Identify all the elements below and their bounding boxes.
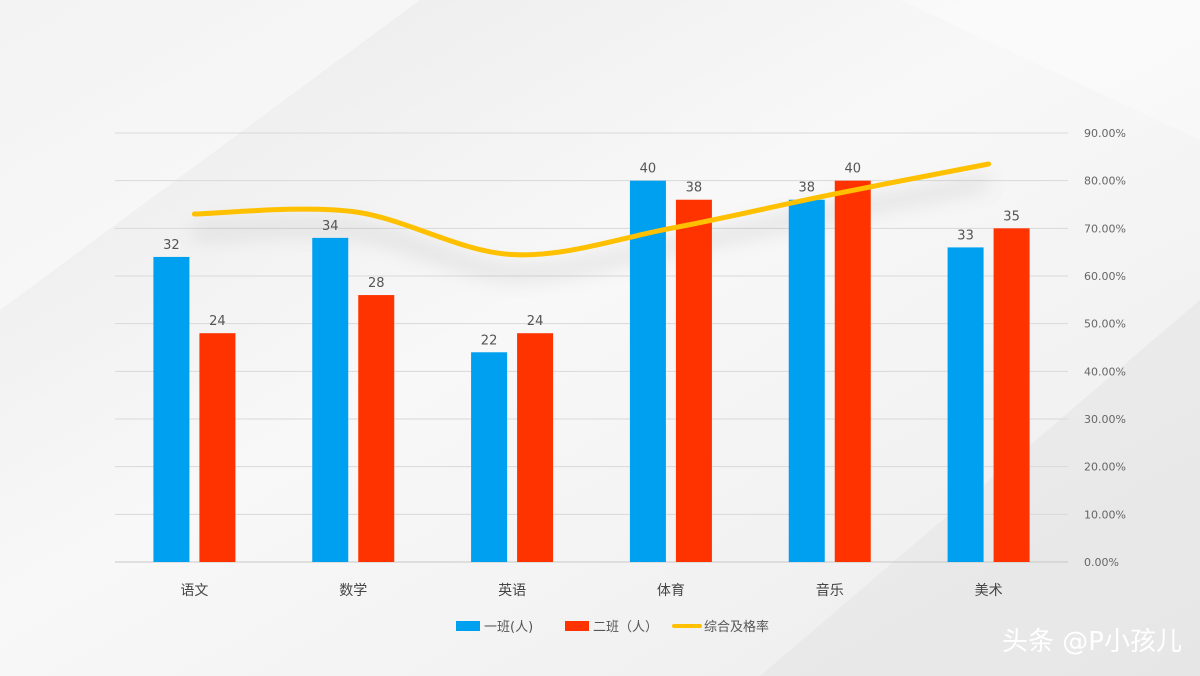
bar-data-label: 38 [798,181,815,196]
bar [517,333,554,562]
bar-data-label: 40 [640,162,657,177]
bar-data-label: 32 [163,238,180,253]
right-axis-tick-label: 10.00% [1084,508,1126,521]
bar-data-label: 28 [368,276,385,291]
bar [153,256,190,562]
right-axis-tick-label: 90.00% [1084,127,1126,140]
right-axis-tick-label: 40.00% [1084,365,1126,378]
legend-label: 二班（人） [593,620,658,635]
gridlines [115,132,1068,563]
category-labels: 语文 数学 英语 体育 音乐 美术 [180,582,1002,599]
legend-label: 综合及格率 [704,619,769,635]
right-axis-tick-label: 0.00% [1084,556,1119,569]
bar-data-label: 34 [322,219,339,234]
bar-data-label: 24 [209,314,226,329]
bar [788,199,825,562]
right-axis-tick-label: 60.00% [1084,270,1126,283]
bar [947,247,984,562]
bar [993,228,1030,563]
legend-label: 一班(人) [484,620,533,635]
legend-swatch [456,621,480,631]
bar [834,180,871,562]
right-axis-tick-label: 30.00% [1084,413,1126,426]
bar-data-label: 33 [957,228,974,243]
bar-data-label: 40 [844,162,861,177]
right-axis-tick-label: 20.00% [1084,461,1126,474]
bar [675,199,712,562]
category-label: 数学 [339,583,367,599]
bar-data-label: 35 [1003,209,1020,224]
right-axis-tick-label: 50.00% [1084,318,1126,331]
bar [629,180,666,562]
data-labels: 32 24 34 28 22 24 40 38 38 40 33 35 [163,162,1020,349]
bars [153,180,1030,563]
legend-swatch [565,621,589,631]
bar-data-label: 24 [527,314,544,329]
category-label: 音乐 [816,582,844,599]
right-axis-ticks: 0.00% 10.00% 20.00% 30.00% 40.00% 50.00% 60.00… [1084,127,1126,569]
legend: 一班(人) 二班（人） 综合及格率 [456,619,769,635]
category-label: 英语 [498,582,526,599]
category-label: 语文 [180,583,208,599]
bar [471,352,508,562]
watermark: 头条 @P小孩儿 [1002,627,1182,657]
category-label: 美术 [975,583,1003,599]
bar [312,237,349,562]
bar [199,333,236,562]
rate-line-layer [191,161,992,258]
bar [358,295,395,562]
bar-data-label: 38 [686,181,703,196]
right-axis-tick-label: 70.00% [1084,222,1126,235]
category-label: 体育 [657,583,685,599]
bar-data-label: 22 [481,333,498,348]
right-axis-tick-label: 80.00% [1084,175,1126,188]
rate-line [191,161,992,258]
